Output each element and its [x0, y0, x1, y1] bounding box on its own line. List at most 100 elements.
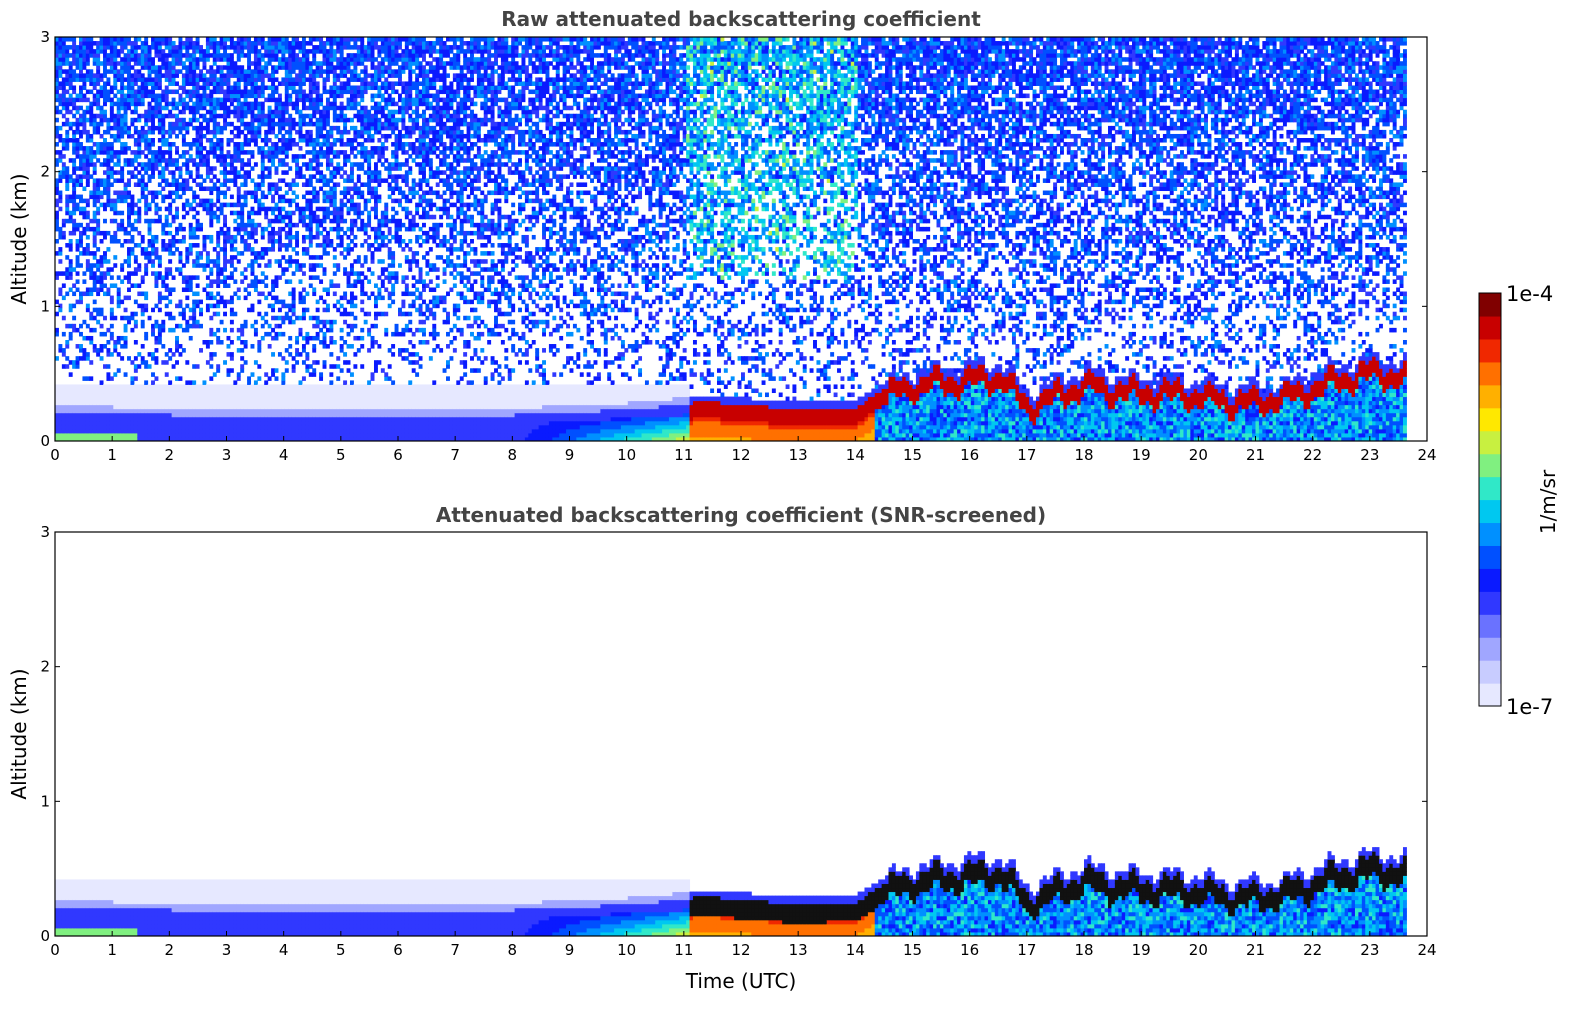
- heatmap-cell: [171, 158, 176, 163]
- heatmap-cell: [106, 129, 111, 135]
- heatmap-cell: [79, 89, 83, 95]
- heatmap-cell: [68, 97, 73, 103]
- heatmap-cell: [305, 412, 310, 418]
- heatmap-cell: [137, 178, 142, 183]
- heatmap-cell: [68, 392, 73, 398]
- heatmap-cell: [212, 400, 217, 406]
- heatmap-cell: [72, 416, 77, 422]
- heatmap-cell: [106, 81, 111, 86]
- heatmap-cell: [281, 61, 286, 66]
- heatmap-cell: [233, 436, 238, 441]
- heatmap-cell: [291, 190, 296, 196]
- heatmap-cell: [113, 101, 118, 107]
- heatmap-cell: [301, 138, 306, 143]
- heatmap-cell: [99, 283, 104, 288]
- heatmap-cell: [168, 299, 173, 305]
- heatmap-cell: [271, 307, 276, 313]
- heatmap-cell: [151, 404, 155, 410]
- heatmap-cell: [103, 97, 107, 103]
- heatmap-cell: [219, 428, 224, 434]
- heatmap-cell: [260, 37, 265, 42]
- heatmap-cell: [319, 113, 324, 119]
- heatmap-cell: [68, 37, 73, 42]
- heatmap-cell: [195, 81, 200, 86]
- heatmap-cell: [267, 41, 272, 46]
- heatmap-cell: [147, 251, 152, 256]
- heatmap-cell: [223, 384, 227, 389]
- heatmap-cell: [103, 101, 107, 107]
- heatmap-cell: [188, 436, 193, 441]
- heatmap-cell: [274, 428, 279, 434]
- heatmap-cell: [277, 41, 282, 46]
- heatmap-cell: [243, 194, 248, 200]
- heatmap-cell: [202, 73, 207, 78]
- heatmap-cell: [319, 206, 324, 212]
- heatmap-cell: [205, 344, 210, 349]
- heatmap-cell: [72, 158, 77, 163]
- heatmap-cell: [243, 424, 248, 430]
- heatmap-cell: [336, 234, 341, 240]
- heatmap-cell: [212, 295, 217, 301]
- heatmap-cell: [319, 69, 324, 74]
- heatmap-cell: [247, 89, 252, 95]
- heatmap-cell: [298, 170, 303, 175]
- heatmap-cell: [178, 61, 183, 66]
- heatmap-cell: [205, 283, 210, 288]
- heatmap-cell: [82, 356, 87, 361]
- heatmap-cell: [253, 255, 258, 260]
- heatmap-cell: [195, 384, 200, 389]
- heatmap-cell: [329, 408, 334, 414]
- heatmap-cell: [127, 190, 131, 196]
- heatmap-cell: [61, 69, 66, 74]
- heatmap-cell: [96, 53, 101, 58]
- heatmap-cell: [199, 416, 203, 422]
- heatmap-cell: [264, 49, 269, 54]
- heatmap-cell: [209, 364, 214, 369]
- heatmap-cell: [229, 73, 234, 78]
- heatmap-cell: [133, 408, 138, 414]
- heatmap-cell: [308, 65, 313, 70]
- heatmap-cell: [257, 436, 262, 441]
- heatmap-cell: [192, 323, 197, 329]
- heatmap-cell: [267, 174, 272, 179]
- heatmap-cell: [181, 239, 186, 244]
- heatmap-cell: [82, 230, 87, 236]
- heatmap-cell: [175, 303, 179, 309]
- heatmap-cell: [233, 73, 238, 78]
- heatmap-cell: [274, 186, 279, 192]
- heatmap-cell: [250, 73, 255, 78]
- heatmap-cell: [322, 210, 327, 216]
- heatmap-cell: [151, 271, 155, 276]
- heatmap-cell: [85, 117, 90, 123]
- heatmap-cell: [247, 210, 252, 216]
- heatmap-cell: [329, 89, 334, 95]
- heatmap-cell: [92, 307, 97, 313]
- heatmap-cell: [267, 404, 272, 410]
- heatmap-cell: [85, 392, 90, 398]
- heatmap-cell: [192, 45, 197, 50]
- heatmap-cell: [298, 41, 303, 46]
- heatmap-cell: [140, 234, 145, 240]
- heatmap-cell: [168, 162, 173, 167]
- heatmap-cell: [312, 214, 317, 220]
- heatmap-cell: [116, 73, 121, 78]
- heatmap-cell: [181, 327, 186, 333]
- heatmap-cell: [161, 360, 166, 365]
- heatmap-cell: [144, 162, 149, 167]
- heatmap-cell: [185, 424, 190, 430]
- heatmap-cell: [89, 412, 94, 418]
- heatmap-cell: [219, 299, 224, 305]
- heatmap-cell: [212, 166, 217, 171]
- heatmap-cell: [305, 251, 310, 256]
- heatmap-cell: [79, 230, 83, 236]
- heatmap-cell: [92, 121, 97, 127]
- heatmap-cell: [308, 283, 313, 288]
- heatmap-cell: [178, 85, 183, 91]
- heatmap-cell: [274, 53, 279, 58]
- heatmap-cell: [325, 416, 330, 422]
- heatmap-cell: [123, 340, 128, 345]
- heatmap-cell: [85, 133, 90, 139]
- heatmap-cell: [89, 376, 94, 381]
- heatmap-cell: [65, 105, 70, 111]
- heatmap-cell: [116, 396, 121, 402]
